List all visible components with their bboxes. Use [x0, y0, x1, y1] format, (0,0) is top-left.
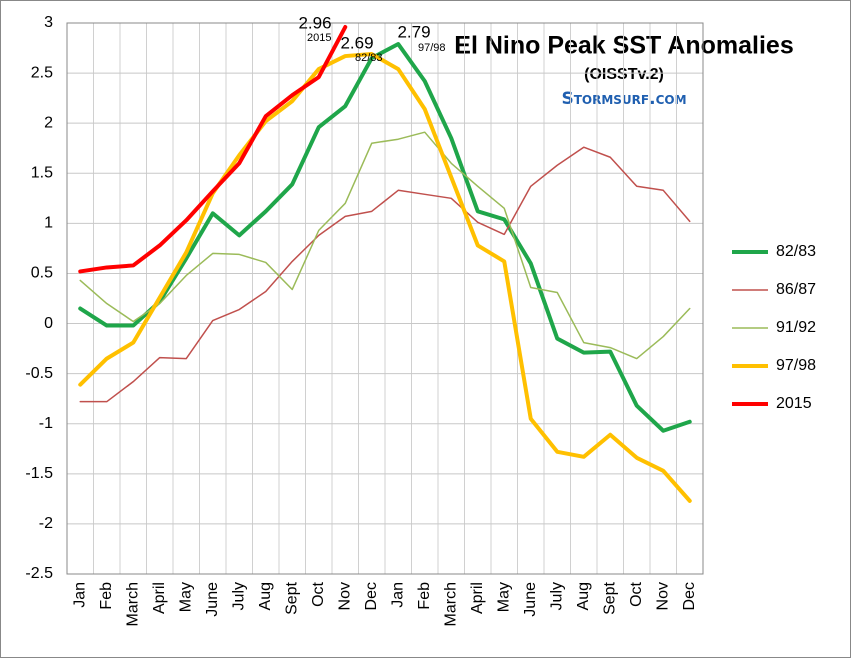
x-tick-label: Nov — [336, 582, 353, 610]
x-tick-label: June — [204, 582, 221, 617]
x-tick-label: Nov — [654, 582, 671, 610]
x-tick-label: Jan — [71, 582, 88, 608]
x-tick-label: July — [230, 582, 247, 610]
annotation-sub: 97/98 — [418, 42, 446, 54]
series-line — [79, 146, 691, 403]
x-tick-label: March — [124, 582, 141, 626]
y-tick-label: 1.5 — [31, 164, 53, 181]
x-tick-label: Oct — [628, 581, 645, 606]
x-tick-label: Aug — [575, 582, 592, 610]
x-tick-label: Jan — [389, 582, 406, 608]
x-tick-label: Feb — [98, 582, 115, 610]
annotation-sub: 2015 — [307, 32, 331, 44]
annotation: 2.96 — [298, 13, 331, 32]
y-tick-label: -1.5 — [25, 465, 53, 482]
x-tick-label: Sept — [283, 581, 300, 614]
series-line — [78, 52, 692, 503]
y-tick-label: -1 — [39, 415, 53, 432]
y-tick-label: 3 — [44, 14, 53, 31]
x-tick-label: Oct — [310, 581, 327, 606]
x-tick-label: June — [522, 582, 539, 617]
y-tick-label: -2.5 — [25, 565, 53, 582]
series-line — [79, 131, 691, 360]
legend-label: 82/83 — [776, 243, 816, 260]
x-tick-label: Aug — [257, 582, 274, 610]
legend-label: 97/98 — [776, 357, 816, 374]
y-tick-label: 2.5 — [31, 64, 53, 81]
y-tick-label: 0 — [44, 315, 53, 332]
x-tick-label: Dec — [681, 582, 698, 610]
y-tick-label: 1 — [44, 215, 53, 232]
x-tick-label: April — [469, 582, 486, 614]
y-tick-label: -2 — [39, 515, 53, 532]
x-tick-label: Feb — [416, 582, 433, 610]
x-tick-label: May — [495, 582, 512, 612]
y-tick-label: 2 — [44, 114, 53, 131]
x-tick-label: April — [151, 582, 168, 614]
legend-label: 2015 — [776, 395, 812, 412]
x-tick-label: Dec — [363, 582, 380, 610]
y-tick-label: 0.5 — [31, 265, 53, 282]
legend-label: 91/92 — [776, 319, 816, 336]
legend-label: 86/87 — [776, 281, 816, 298]
x-tick-label: March — [442, 582, 459, 626]
x-tick-label: Sept — [601, 581, 618, 614]
x-tick-label: May — [177, 582, 194, 612]
series-line — [78, 42, 692, 433]
plot-border — [66, 22, 704, 575]
series-line — [78, 25, 348, 274]
x-tick-label: July — [548, 582, 565, 610]
annotation-sub: 82/83 — [355, 52, 383, 64]
annotation: 2.79 — [397, 22, 430, 41]
y-tick-label: -0.5 — [25, 365, 53, 382]
annotation: 2.69 — [340, 33, 373, 52]
